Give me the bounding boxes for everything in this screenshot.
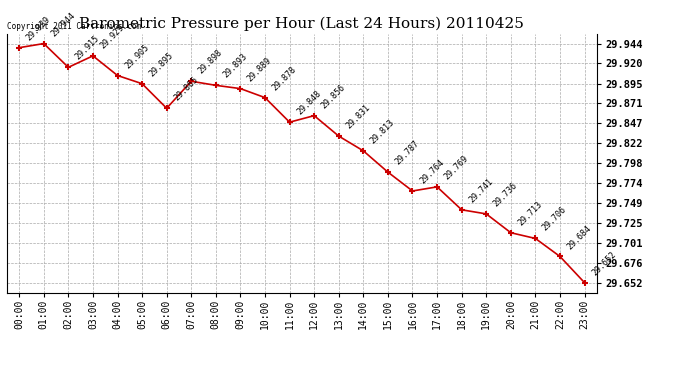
Text: 29.736: 29.736	[492, 181, 520, 209]
Text: 29.813: 29.813	[369, 118, 397, 145]
Text: 29.684: 29.684	[566, 224, 593, 251]
Text: 29.898: 29.898	[197, 48, 224, 76]
Text: 29.764: 29.764	[418, 158, 446, 185]
Text: 29.889: 29.889	[246, 56, 273, 83]
Text: 29.706: 29.706	[541, 206, 569, 233]
Title: Barometric Pressure per Hour (Last 24 Hours) 20110425: Barometric Pressure per Hour (Last 24 Ho…	[79, 17, 524, 31]
Text: 29.652: 29.652	[590, 249, 618, 277]
Text: 29.878: 29.878	[270, 64, 298, 92]
Text: 29.915: 29.915	[74, 34, 101, 62]
Text: 29.856: 29.856	[319, 82, 347, 110]
Text: 29.848: 29.848	[295, 89, 323, 117]
Text: 29.865: 29.865	[172, 75, 200, 103]
Text: 29.787: 29.787	[393, 139, 421, 166]
Text: 29.944: 29.944	[49, 10, 77, 38]
Text: 29.895: 29.895	[148, 51, 175, 78]
Text: 29.831: 29.831	[344, 103, 372, 130]
Text: 29.769: 29.769	[442, 154, 470, 182]
Text: Copyright 2011 Cartronics.com: Copyright 2011 Cartronics.com	[7, 22, 141, 31]
Text: 29.713: 29.713	[516, 200, 544, 227]
Text: 29.929: 29.929	[99, 23, 126, 50]
Text: 29.939: 29.939	[25, 15, 52, 42]
Text: 29.905: 29.905	[123, 42, 150, 70]
Text: 29.741: 29.741	[467, 177, 495, 204]
Text: 29.893: 29.893	[221, 52, 249, 80]
